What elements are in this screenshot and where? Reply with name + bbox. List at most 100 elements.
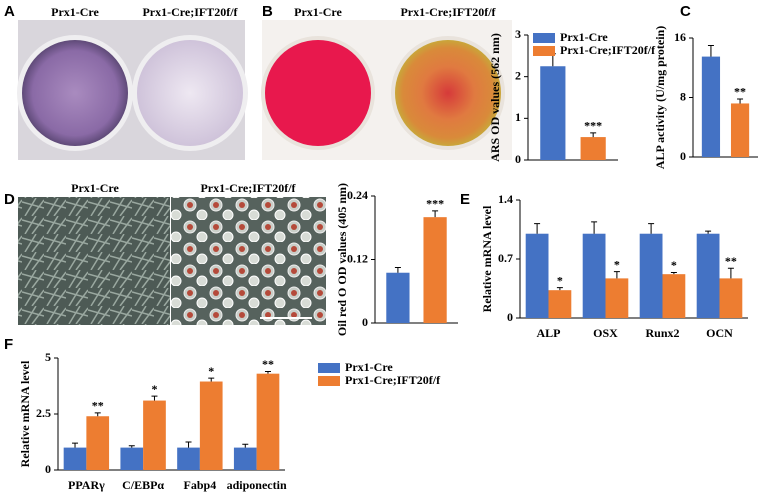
y-tick-label: 2.5: [36, 406, 51, 420]
error-bar: [432, 210, 439, 218]
y-axis-label: ARS OD values (562 nm): [488, 33, 502, 162]
panel-letter: F: [4, 336, 13, 353]
error-bar: [707, 44, 714, 57]
y-tick-label: 2: [515, 68, 521, 82]
bar: [580, 137, 606, 160]
legend-swatch: [533, 46, 555, 56]
y-tick-label: 0: [45, 462, 51, 476]
error-bar: [72, 442, 79, 448]
photo-label: Prx1-Cre;IFT20f/f: [200, 181, 296, 195]
error-bar: [264, 370, 271, 374]
bar: [525, 233, 549, 318]
x-tick-label: ALP: [537, 326, 561, 340]
error-bar: [208, 377, 215, 382]
y-tick-label: 8: [680, 89, 686, 103]
bar: [730, 103, 750, 157]
significance: ***: [426, 197, 444, 211]
significance: *: [671, 258, 677, 272]
bar: [143, 400, 166, 470]
legend-label: Prx1-Cre;IFT20f/f: [560, 43, 656, 57]
y-tick-label: 16: [674, 30, 686, 44]
y-tick-label: 0.24: [347, 188, 368, 202]
legend-label: Prx1-Cre;IFT20f/f: [345, 373, 441, 387]
y-tick-label: 0: [507, 310, 513, 324]
bar: [719, 278, 743, 318]
error-bar: [705, 230, 712, 234]
photo-label: Prx1-Cre;IFT20f/f: [400, 5, 496, 19]
photo-label: Prx1-Cre: [51, 5, 99, 19]
significance: **: [734, 85, 746, 99]
x-tick-label: Fabp4: [184, 478, 217, 492]
bar: [199, 381, 223, 470]
significance: ***: [584, 119, 602, 133]
photo-b: [261, 20, 512, 160]
panel-letter: A: [4, 3, 15, 20]
error-bar: [94, 412, 101, 417]
y-tick-label: 0: [515, 152, 521, 166]
bar: [86, 416, 110, 470]
photo-d: [18, 197, 326, 325]
error-bar: [670, 271, 677, 275]
error-bar: [128, 445, 135, 448]
significance: *: [151, 382, 157, 396]
bar: [177, 447, 200, 470]
bar: [256, 373, 280, 470]
photo-a: [17, 20, 248, 160]
error-bar: [185, 441, 192, 448]
error-bar: [151, 395, 158, 401]
y-tick-label: 3: [515, 27, 521, 41]
x-tick-label: adiponectin: [227, 478, 287, 492]
significance: **: [262, 357, 274, 371]
error-bar: [648, 223, 655, 234]
error-bar: [556, 287, 563, 291]
legend-label: Prx1-Cre: [345, 360, 393, 374]
bar: [639, 233, 663, 318]
x-tick-label: OCN: [706, 326, 733, 340]
y-axis-label: Relative mRNA level: [18, 360, 32, 467]
bar: [662, 274, 686, 318]
y-tick-label: 1: [515, 110, 521, 124]
error-bar: [394, 266, 401, 273]
y-axis-label: Relative mRNA level: [480, 205, 494, 312]
panel-letter: E: [460, 191, 470, 208]
photo-label: Prx1-Cre;IFT20f/f: [142, 5, 238, 19]
y-tick-label: 1.4: [498, 192, 513, 206]
legend-swatch: [533, 33, 555, 43]
error-bar: [590, 132, 597, 138]
x-tick-label: OSX: [593, 326, 618, 340]
y-axis-label: ALP activity (U/mg protein): [653, 26, 667, 169]
y-tick-label: 0.7: [498, 251, 513, 265]
bar: [548, 290, 572, 318]
y-tick-label: 5: [45, 350, 51, 364]
error-bar: [242, 443, 249, 448]
y-tick-label: 0.12: [347, 251, 368, 265]
legend-swatch: [318, 376, 340, 386]
significance: *: [208, 364, 214, 378]
significance: *: [614, 257, 620, 271]
error-bar: [591, 221, 598, 234]
bar: [233, 447, 257, 470]
significance: **: [92, 399, 104, 413]
y-axis-label: Oil red O OD values (405 nm): [335, 183, 349, 336]
error-bar: [534, 223, 541, 234]
bar: [582, 233, 606, 318]
bar: [423, 217, 447, 323]
significance: *: [557, 273, 563, 287]
significance: **: [725, 254, 737, 268]
photo-label: Prx1-Cre: [294, 5, 342, 19]
error-bar: [613, 271, 620, 279]
x-tick-label: PPARγ: [68, 478, 105, 492]
panel-letter: C: [680, 3, 691, 20]
bar: [63, 447, 87, 470]
bar: [540, 66, 566, 160]
y-tick-label: 0: [680, 149, 686, 163]
bar: [386, 272, 410, 323]
y-tick-label: 0: [362, 315, 368, 329]
panel-letter: B: [262, 3, 273, 20]
legend-label: Prx1-Cre: [560, 30, 608, 44]
bar: [120, 447, 144, 470]
panel-letter: D: [4, 191, 15, 208]
x-tick-label: C/EBPα: [122, 478, 164, 492]
bar: [696, 233, 720, 318]
